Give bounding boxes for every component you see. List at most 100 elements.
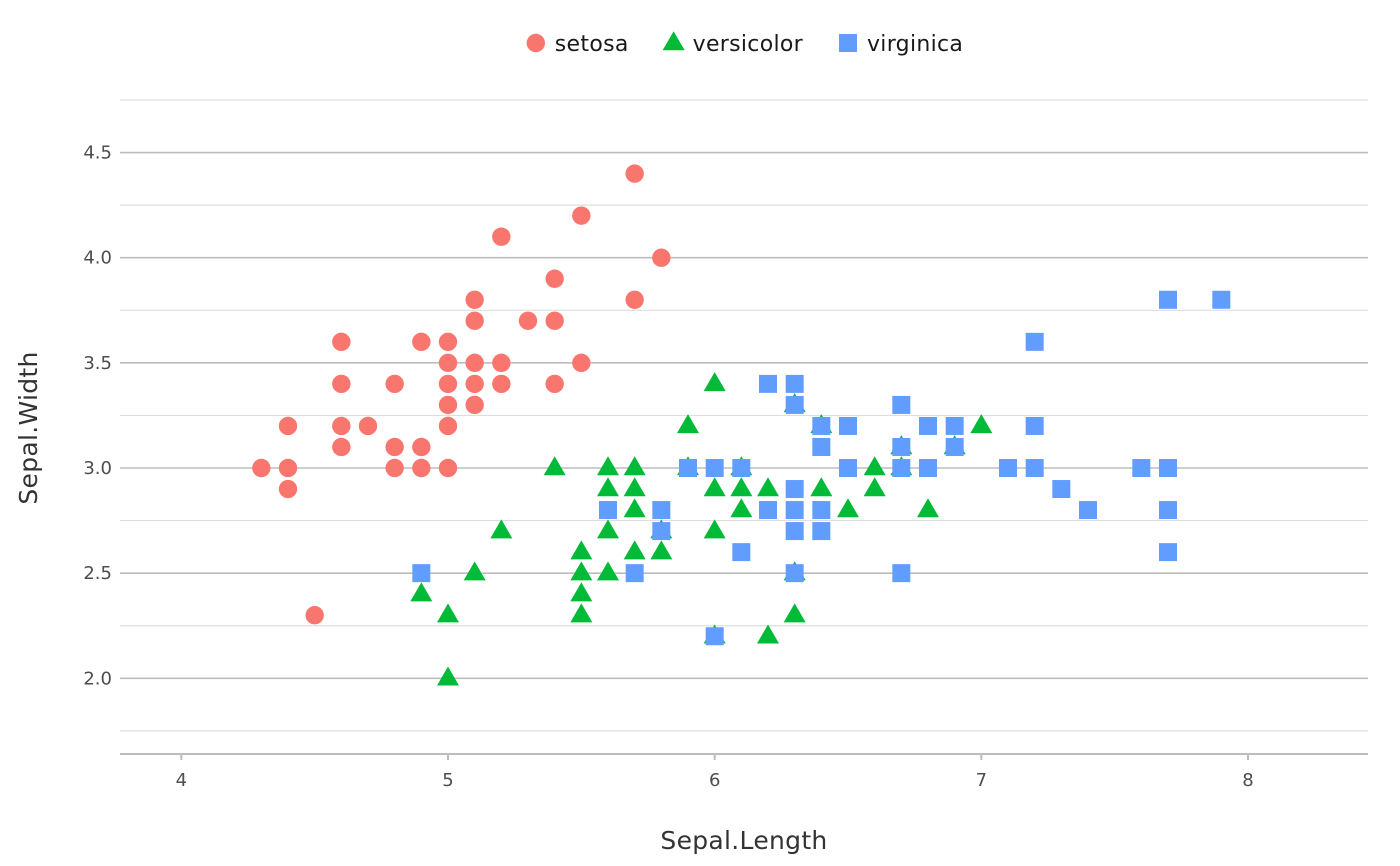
setosa-point [332, 437, 351, 457]
setosa-point [278, 416, 298, 436]
versicolor-point [650, 540, 673, 560]
versicolor-point [783, 603, 806, 623]
setosa-point [518, 311, 538, 331]
virginica-point [412, 564, 431, 583]
setosa-point [412, 332, 431, 352]
virginica-point [1159, 543, 1177, 562]
x-axis-title: Sepal.Length [660, 826, 827, 855]
setosa-point [332, 374, 351, 394]
virginica-point [759, 501, 777, 520]
virginica-point [1025, 459, 1044, 478]
virginica-point [945, 437, 964, 456]
virginica-point [1132, 459, 1151, 478]
virginica-point [1159, 459, 1177, 478]
y-tick-label: 3.5 [83, 353, 112, 374]
legend: setosa versicolor virginica [526, 31, 963, 57]
versicolor-point [863, 456, 886, 476]
setosa-point [572, 206, 591, 225]
versicolor-point [837, 498, 859, 518]
virginica-point [785, 501, 804, 520]
virginica-point [812, 416, 831, 435]
series-virginica [412, 290, 1231, 646]
virginica-point [679, 459, 697, 478]
virginica-point [652, 522, 671, 541]
versicolor-point [410, 582, 433, 602]
virginica-point [812, 522, 831, 541]
virginica-point [625, 564, 644, 583]
data-points [252, 164, 1231, 686]
virginica-point [1052, 480, 1071, 499]
versicolor-point [437, 603, 459, 623]
legend-label: virginica [867, 32, 963, 57]
versicolor-point [810, 477, 833, 497]
setosa-point [465, 311, 484, 331]
versicolor-point [730, 498, 753, 518]
setosa-point [492, 374, 511, 394]
virginica-point [892, 564, 911, 583]
setosa-point [625, 164, 644, 183]
versicolor-point [677, 414, 699, 434]
virginica-point [785, 480, 804, 499]
virginica-point [812, 501, 831, 520]
setosa-point [412, 437, 431, 457]
versicolor-point [623, 477, 646, 497]
versicolor-point [597, 456, 619, 476]
virginica-point [1025, 332, 1044, 351]
setosa-point [438, 374, 458, 394]
x-tick-label: 7 [976, 770, 987, 791]
legend-item-virginica: virginica [838, 32, 963, 57]
versicolor-point [570, 561, 593, 581]
virginica-point [812, 437, 831, 456]
legend-key-triangle [662, 31, 685, 51]
setosa-point [332, 332, 351, 352]
y-tick-label: 4.0 [83, 248, 112, 269]
virginica-point [919, 416, 937, 435]
y-axis-title: Sepal.Width [14, 351, 43, 504]
virginica-point [1079, 501, 1097, 520]
versicolor-point [437, 666, 459, 686]
virginica-point [839, 459, 857, 478]
setosa-point [465, 395, 484, 415]
setosa-point [492, 227, 511, 246]
versicolor-point [757, 477, 779, 497]
setosa-point [278, 458, 298, 478]
virginica-point [599, 501, 617, 520]
legend-key-square [838, 34, 857, 52]
setosa-point [545, 374, 564, 394]
legend-item-versicolor: versicolor [662, 31, 804, 57]
versicolor-point [623, 498, 646, 518]
virginica-point [705, 627, 724, 646]
setosa-point [332, 416, 351, 436]
y-tick-label: 4.5 [83, 143, 112, 164]
setosa-point [572, 353, 591, 373]
versicolor-point [863, 477, 886, 497]
versicolor-point [463, 561, 486, 581]
virginica-point [999, 459, 1017, 478]
virginica-point [785, 522, 804, 541]
versicolor-point [570, 603, 593, 623]
setosa-point [438, 353, 458, 373]
legend-key-circle [526, 33, 546, 53]
versicolor-point [703, 372, 726, 392]
setosa-point [385, 458, 404, 478]
versicolor-point [597, 519, 619, 539]
versicolor-point [623, 540, 646, 560]
virginica-point [919, 459, 937, 478]
x-tick-label: 5 [442, 770, 453, 791]
y-tick-label: 2.0 [83, 668, 112, 689]
virginica-point [705, 459, 724, 478]
virginica-point [892, 437, 911, 456]
virginica-point [732, 459, 751, 478]
legend-label: versicolor [693, 32, 804, 57]
versicolor-point [703, 477, 726, 497]
y-tick-label: 2.5 [83, 563, 112, 584]
setosa-point [545, 311, 564, 331]
setosa-point [252, 458, 271, 478]
virginica-point [1212, 290, 1231, 309]
virginica-point [1159, 501, 1177, 520]
setosa-point [652, 248, 671, 267]
versicolor-point [490, 519, 513, 539]
series-versicolor [410, 372, 993, 686]
setosa-point [438, 395, 458, 415]
